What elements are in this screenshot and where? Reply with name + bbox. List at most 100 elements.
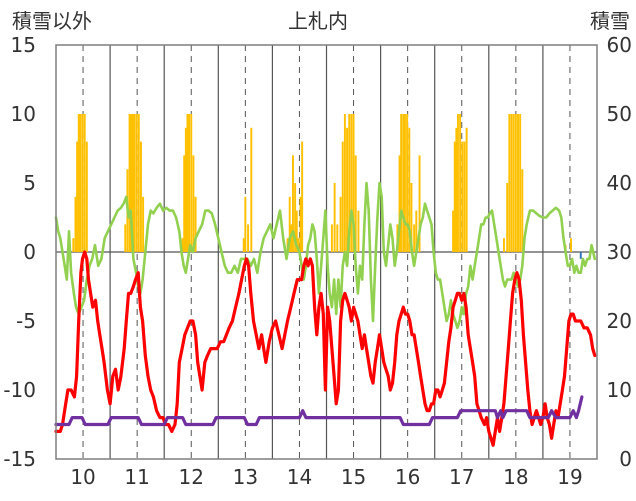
precip-bar <box>453 141 456 252</box>
x-tick-label: 19 <box>557 465 582 489</box>
precip-bar <box>354 155 357 252</box>
x-tick-label: 13 <box>233 465 258 489</box>
precip-bar <box>81 114 84 252</box>
precip-bar <box>184 127 187 252</box>
precip-bar <box>74 196 77 252</box>
y-left-tick-label: 0 <box>23 240 36 264</box>
precip-bar <box>183 155 186 252</box>
precip-bar <box>508 114 511 252</box>
precip-bar <box>346 127 349 252</box>
grid <box>56 45 597 459</box>
precip-bar <box>299 196 302 252</box>
precip-bar <box>186 114 189 252</box>
precip-bar <box>339 196 342 252</box>
precip-bar <box>128 114 131 252</box>
y-left-tick-label: 10 <box>11 102 36 126</box>
temperature-red-line <box>54 250 597 447</box>
precip-bar <box>76 141 79 252</box>
chart-title: 上札内 <box>288 9 348 33</box>
precip-bar <box>514 114 517 252</box>
precip-bar <box>410 183 413 252</box>
precip-bar <box>294 183 297 252</box>
precip-bar <box>408 127 411 252</box>
y-right-tick-label: 60 <box>607 33 632 57</box>
precip-bar <box>77 114 80 252</box>
precip-bar <box>188 114 191 252</box>
y-right-tick-label: 10 <box>607 378 632 402</box>
precip-bar <box>142 196 145 252</box>
x-tick-label: 12 <box>179 465 204 489</box>
y-left-axis-title: 積雪以外 <box>12 9 92 33</box>
precip-bar <box>85 141 88 252</box>
precip-bar <box>244 196 247 252</box>
x-tick-label: 18 <box>503 465 528 489</box>
precip-bar <box>341 141 344 252</box>
precip-bar <box>181 238 184 252</box>
precip-bar <box>194 196 197 252</box>
precip-bar <box>418 155 421 252</box>
y-right-tick-label: 0 <box>619 447 632 471</box>
precip-bar <box>350 114 353 252</box>
precip-bar <box>291 155 294 252</box>
precip-bar <box>192 155 195 252</box>
precip-bar <box>403 114 406 252</box>
precip-bar <box>135 114 138 252</box>
green-series-line <box>54 181 597 330</box>
precip-bar <box>510 114 513 252</box>
y-left-tick-label: -5 <box>16 309 36 333</box>
precip-bar <box>402 114 405 252</box>
precip-bar <box>502 238 505 252</box>
precip-bar <box>336 224 339 252</box>
plot-frame <box>55 44 598 460</box>
precip-bar <box>290 224 293 252</box>
series-lines <box>54 181 597 447</box>
precip-bar <box>133 114 136 252</box>
y-right-tick-label: 30 <box>607 240 632 264</box>
y-right-axis-title: 積雪 <box>590 9 630 33</box>
precip-bar <box>517 114 519 252</box>
precip-bar <box>512 114 515 252</box>
precip-bar <box>456 114 459 252</box>
precip-bar <box>400 114 403 252</box>
purple-series-line <box>54 395 584 427</box>
precip-bar <box>521 169 524 252</box>
precip-bar <box>330 224 333 252</box>
precip-bar <box>415 210 418 252</box>
y-left-tick-label: -10 <box>3 378 36 402</box>
precip-bar <box>242 238 245 252</box>
precip-bar <box>406 114 409 252</box>
precip-bar <box>72 238 75 252</box>
precip-bar <box>579 252 582 259</box>
precip-bar <box>455 127 458 252</box>
precip-bar <box>79 114 82 252</box>
precip-bar <box>130 114 133 252</box>
y-left-tick-label: -15 <box>3 447 36 471</box>
y-right-tick-label: 50 <box>607 102 632 126</box>
precip-bar <box>247 224 250 252</box>
x-tick-label: 15 <box>341 465 366 489</box>
precip-bar <box>250 127 253 252</box>
precip-bar <box>131 114 134 252</box>
y-left-tick-label: 15 <box>11 33 36 57</box>
precip-bar <box>463 141 466 252</box>
x-tick-label: 16 <box>395 465 420 489</box>
y-right-tick-label: 20 <box>607 309 632 333</box>
precip-bar <box>398 155 401 252</box>
precip-bar <box>452 210 455 252</box>
x-tick-label: 11 <box>124 465 149 489</box>
precip-bar <box>519 114 522 252</box>
precip-bar <box>288 196 291 252</box>
y-right-tick-label: 40 <box>607 171 632 195</box>
x-tick-label: 17 <box>449 465 474 489</box>
precip-bar <box>413 224 416 252</box>
precip-bar <box>348 114 351 252</box>
x-tick-label: 14 <box>287 465 312 489</box>
precip-bar <box>297 238 300 252</box>
precip-bar <box>137 114 140 252</box>
x-tick-label: 10 <box>70 465 95 489</box>
precip-bar <box>357 210 360 252</box>
precip-bar <box>343 114 346 252</box>
